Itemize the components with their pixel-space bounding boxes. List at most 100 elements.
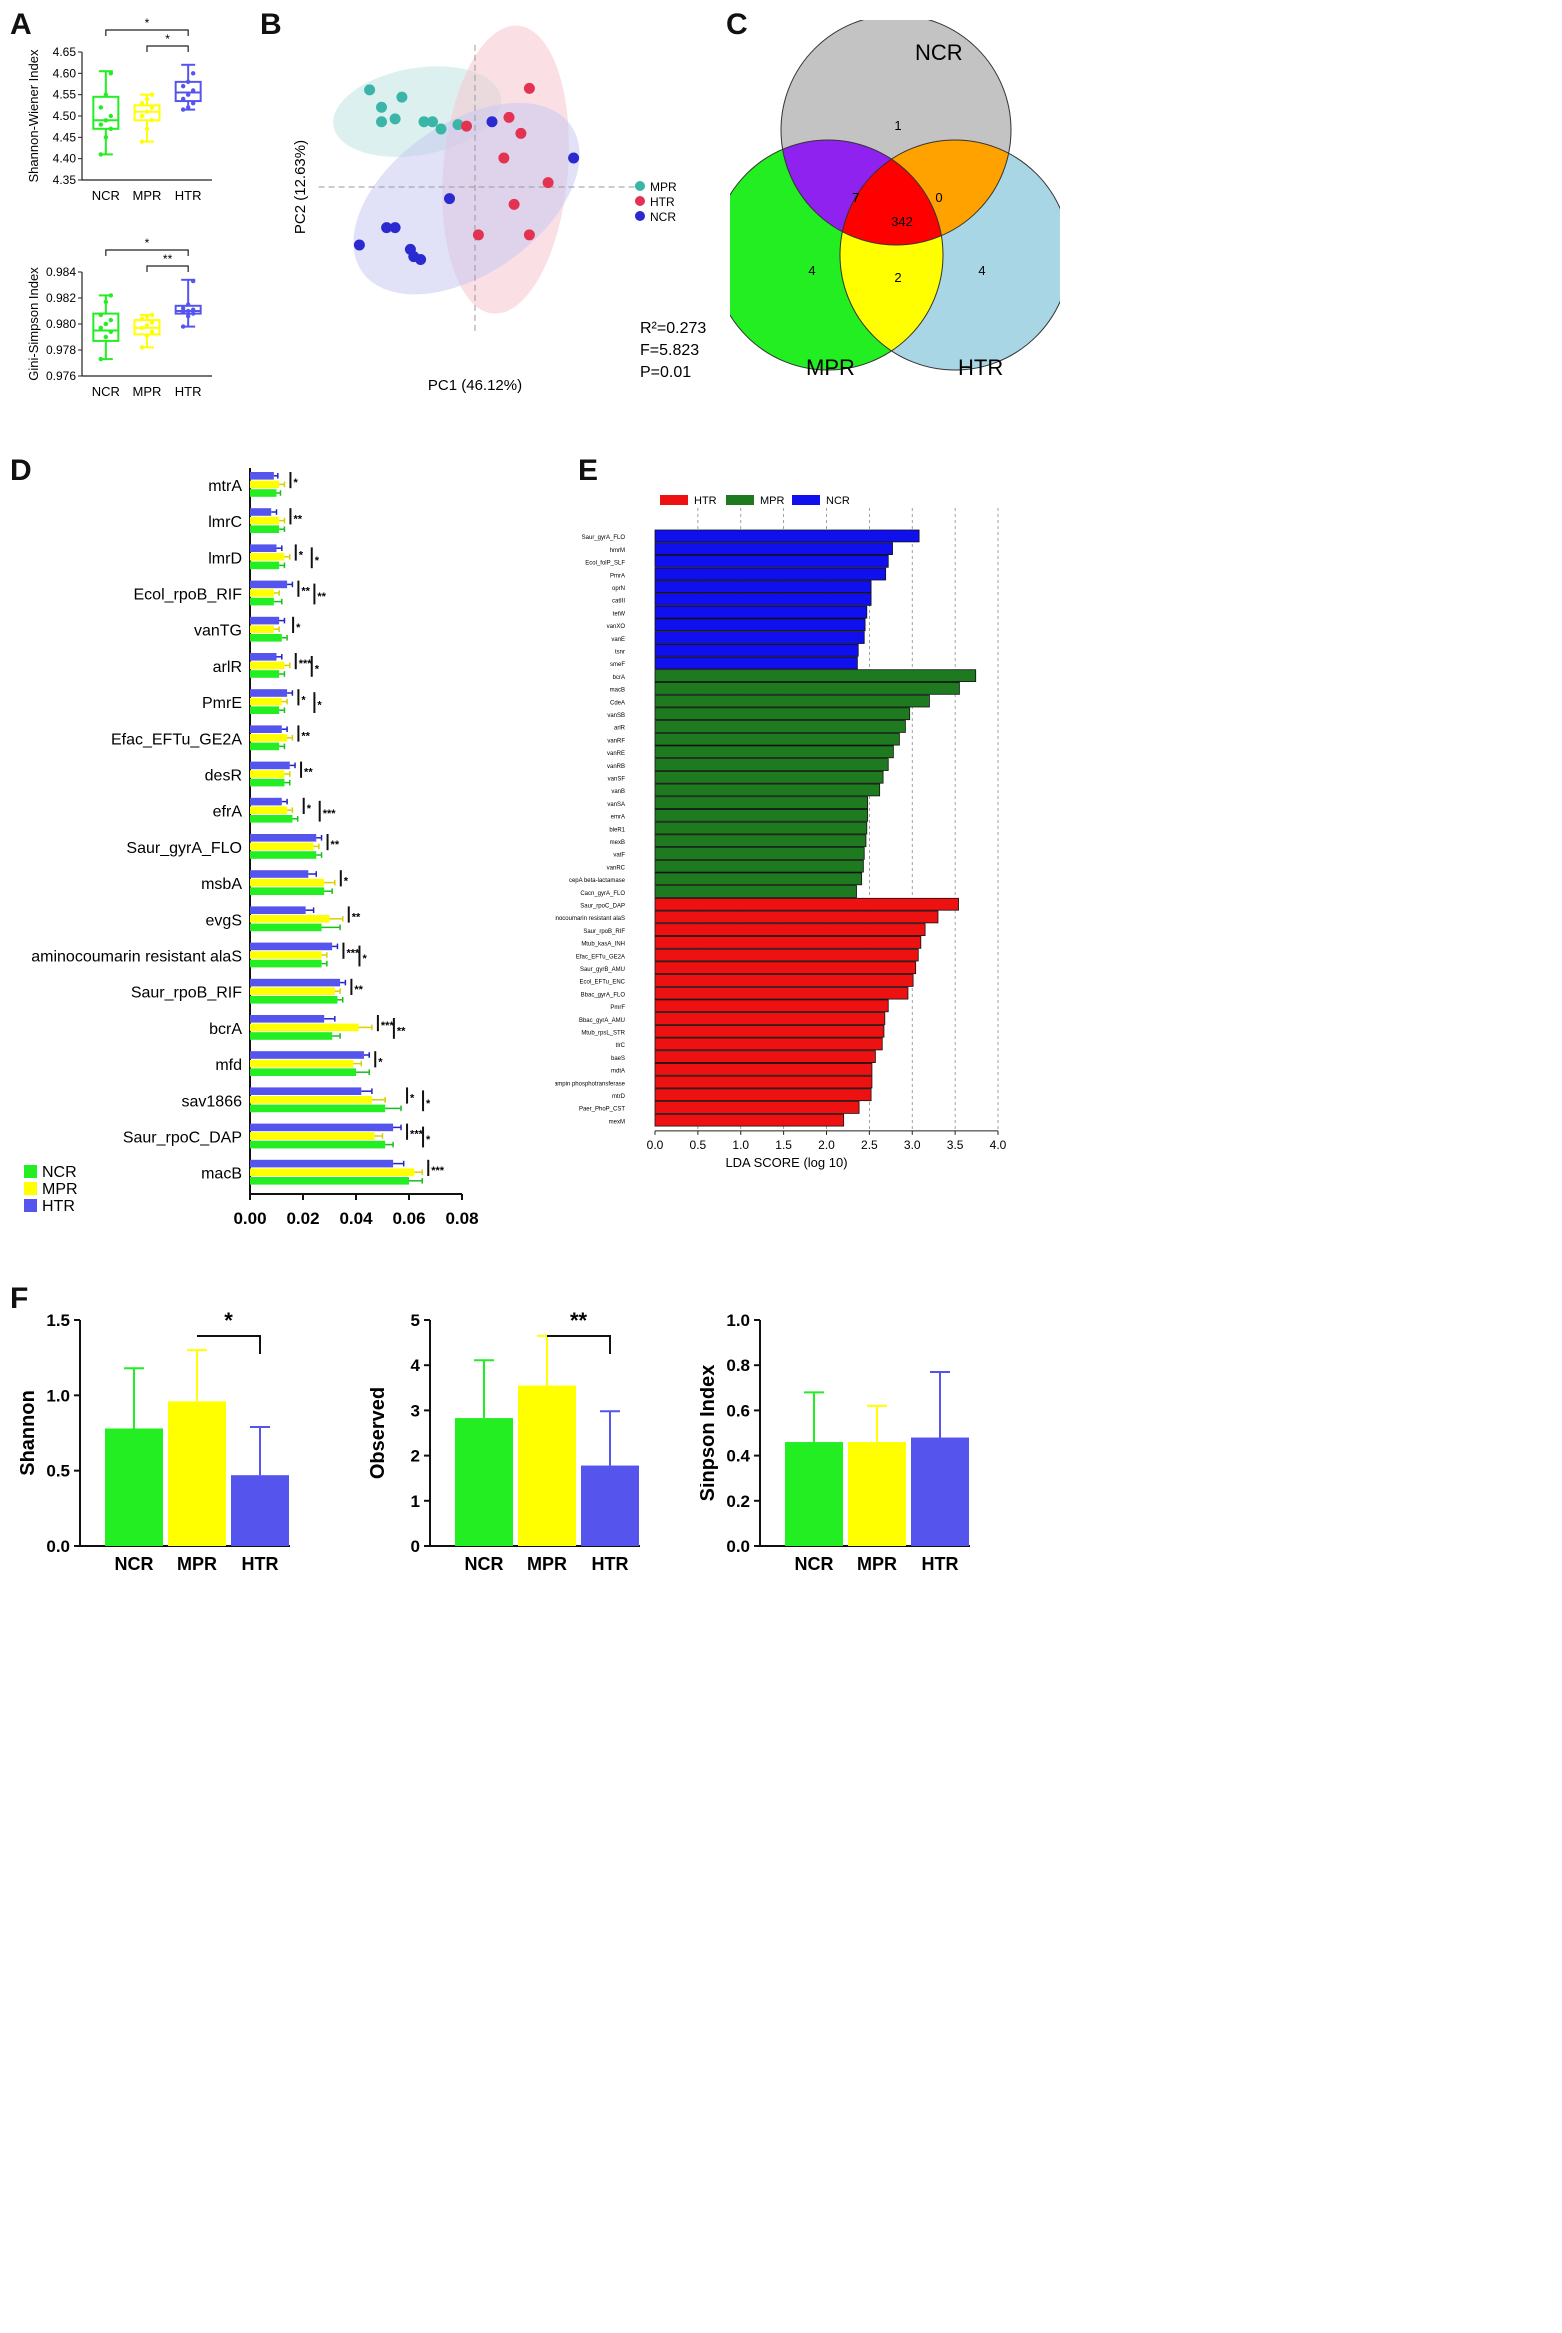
- lda-label: Paer_PhoP_CST: [579, 1107, 625, 1113]
- lda-bar-mpr: [654, 758, 889, 771]
- y-tick-label: 2: [411, 1447, 420, 1466]
- bar-mpr: [848, 1442, 906, 1546]
- point-mpr: [376, 101, 387, 113]
- box-data-point: [144, 96, 150, 102]
- bar-mpr: [250, 480, 280, 489]
- legend-label: NCR: [42, 1164, 77, 1181]
- bar-ncr: [455, 1418, 513, 1546]
- x-tick-label: HTR: [592, 1554, 629, 1574]
- bar-htr: [250, 580, 288, 589]
- y-tick-label: 1.0: [726, 1311, 750, 1330]
- lda-label: bcrA: [613, 675, 625, 681]
- lda-label: Cacn_gyrA_FLO: [580, 891, 625, 897]
- x-tick-label: 0.0: [647, 1138, 664, 1152]
- legend-swatch: [660, 495, 688, 505]
- x-tick-label: HTR: [175, 384, 202, 399]
- lda-label: Saur_rpoC_DAP: [580, 904, 625, 910]
- bar-mpr: [250, 734, 288, 742]
- lda-bar-htr: [654, 961, 917, 975]
- significance-label: **: [331, 839, 340, 851]
- point-mpr: [389, 113, 401, 125]
- x-tick-label: NCR: [92, 384, 120, 399]
- venn-triple-clip-outer: [840, 140, 943, 245]
- lda-label: Mtub_rpsL_STR: [581, 1031, 625, 1037]
- lda-bar-ncr: [654, 656, 858, 670]
- bar-htr: [250, 1015, 325, 1023]
- box-data-point: [144, 109, 150, 114]
- bar-mpr: [250, 806, 288, 814]
- bar-ncr: [250, 634, 282, 642]
- bar-htr: [250, 797, 282, 806]
- x-tick-label: 3.0: [904, 1138, 921, 1152]
- x-tick-label: NCR: [92, 188, 120, 203]
- point-mpr: [396, 91, 408, 103]
- lda-bar-mpr: [654, 834, 867, 848]
- significance-label: *: [315, 555, 320, 567]
- significance-label: *: [426, 1098, 431, 1110]
- significance-label: *: [301, 694, 306, 706]
- lda-label: vanE: [611, 637, 625, 643]
- y-tick-label: 0.980: [46, 317, 76, 331]
- lda-label: mdtA: [611, 1069, 625, 1075]
- lda-label: rifampin phosphotransferase: [555, 1081, 626, 1087]
- lda-label: Ecol_EFTu_ENC: [580, 980, 626, 986]
- bar-ncr: [250, 1177, 409, 1185]
- y-axis-label: Sinpson Index: [700, 1365, 719, 1502]
- significance-label: **: [293, 513, 302, 525]
- legend-marker: [635, 196, 645, 206]
- box-data-point: [185, 308, 191, 314]
- bar-mpr: [250, 842, 314, 851]
- x-tick-label: 0.06: [392, 1209, 425, 1228]
- box-data-point: [103, 334, 109, 340]
- venn-set-label: HTR: [958, 355, 1003, 380]
- bar-mpr: [250, 625, 274, 633]
- lda-label: Saur_rpoB_RIF: [583, 929, 625, 935]
- box-data-point: [185, 302, 191, 307]
- gene-label: aminocoumarin resistant alaS: [31, 949, 242, 966]
- y-axis-label: Observed: [370, 1387, 389, 1479]
- significance-label: **: [301, 731, 310, 743]
- point-ncr: [444, 193, 455, 205]
- box-data-point: [139, 345, 145, 350]
- bar-ncr: [250, 1032, 333, 1040]
- lda-bar-htr: [654, 1037, 883, 1051]
- simpson-index-bar-chart: 0.0 0.2 0.4 0.6 0.8 1.0 Sinpson Index NCR MPR HTR: [700, 1311, 970, 1574]
- y-tick-label: 4.45: [53, 130, 77, 144]
- lda-bar-htr: [654, 974, 914, 987]
- x-tick-label: 0.08: [445, 1209, 478, 1228]
- significance-label: *: [426, 1134, 431, 1146]
- lda-label: CdeA: [610, 700, 625, 706]
- bar-htr: [250, 870, 309, 878]
- bar-htr: [231, 1475, 289, 1546]
- lda-label: mexM: [609, 1119, 625, 1125]
- point-mpr: [435, 123, 447, 135]
- point-htr: [508, 198, 520, 210]
- box-data-point: [149, 105, 155, 110]
- lda-label: vanSB: [607, 713, 625, 719]
- lda-bar-htr: [654, 948, 919, 962]
- box-data-point: [149, 92, 155, 97]
- box-data-point: [180, 306, 186, 311]
- lda-bar-htr: [654, 935, 922, 949]
- significance-label: **: [301, 586, 310, 598]
- significance-label: ***: [323, 808, 337, 820]
- lda-bar-htr: [654, 1063, 873, 1076]
- box-data-point: [149, 329, 155, 334]
- lda-bar-htr: [654, 986, 909, 1000]
- box-data-point: [149, 312, 155, 318]
- lda-bar-mpr: [654, 872, 863, 886]
- gene-label: sav1866: [182, 1093, 243, 1110]
- point-htr: [523, 82, 535, 94]
- bar-ncr: [250, 851, 317, 859]
- box-data-point: [185, 314, 191, 319]
- bar-mpr: [250, 661, 285, 670]
- lda-bar-htr: [654, 1113, 845, 1127]
- bar-mpr: [250, 1168, 415, 1176]
- bar-htr: [250, 1087, 362, 1095]
- venn-diagram: 1 4 4 7 0 2 342 NCR MPR HTR: [730, 20, 1060, 380]
- x-tick-label: 0.04: [339, 1209, 373, 1228]
- gene-label: lmrD: [208, 550, 242, 567]
- y-tick-label: 4.55: [53, 88, 77, 102]
- bar-mpr: [250, 878, 325, 887]
- gene-label: PmrE: [202, 695, 242, 712]
